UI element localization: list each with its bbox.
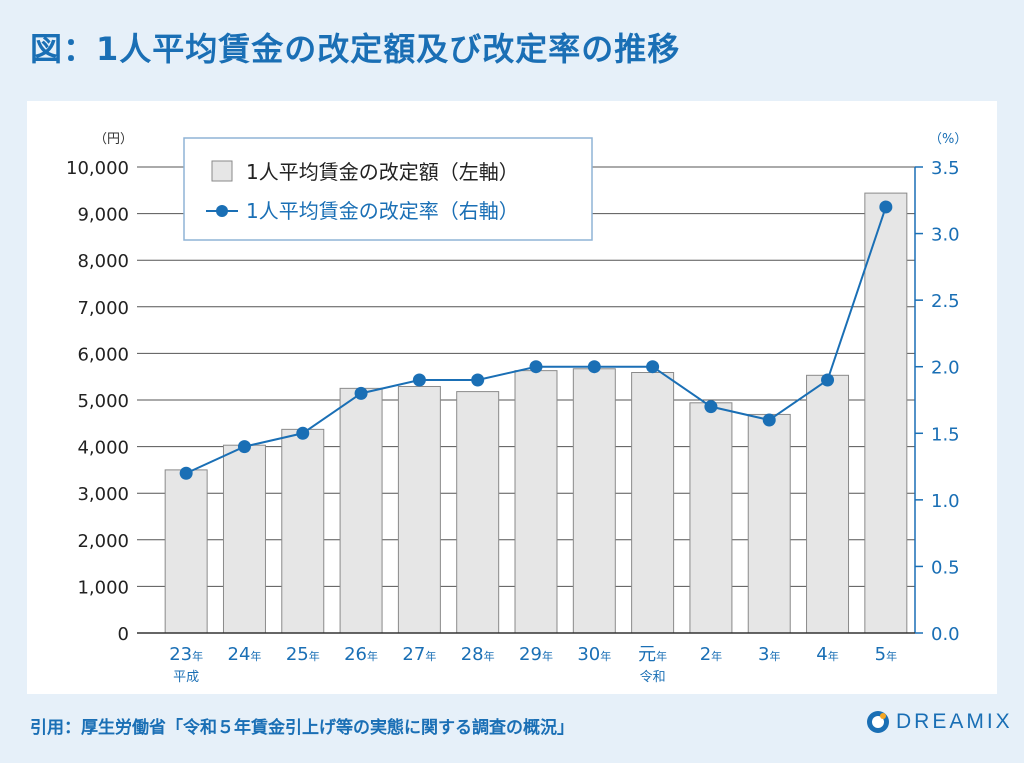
citation-note: 引用：厚生労働省「令和５年賃金引上げ等の実態に関する調査の概況」 — [30, 718, 574, 738]
rate-point — [646, 360, 660, 374]
x-axis-era-label: 令和 — [640, 670, 666, 685]
left-axis-tick-label: 6,000 — [77, 344, 129, 365]
brand-name: DREAMIX — [896, 710, 1013, 733]
rate-point — [587, 360, 601, 374]
right-axis-tick-label: 0.5 — [931, 557, 960, 578]
rate-point — [879, 200, 893, 214]
bar — [397, 385, 441, 634]
x-axis-tick-label: 26年 — [344, 644, 378, 665]
x-axis-era-label: 平成 — [173, 670, 199, 685]
right-axis-tick-label: 3.0 — [931, 225, 960, 246]
rate-point — [237, 440, 251, 454]
rate-point — [471, 373, 485, 387]
left-axis-tick-label: 7,000 — [77, 298, 129, 319]
x-axis-tick-label: 4年 — [816, 644, 838, 665]
right-axis-tick-label: 1.0 — [931, 491, 960, 512]
legend-box — [183, 137, 593, 241]
x-axis-tick-label: 30年 — [577, 644, 611, 665]
page-title: 図：1人平均賃金の改定額及び改定率の推移 — [30, 30, 681, 68]
x-axis-tick-label: 5年 — [875, 644, 897, 665]
chart-panel: 0 1,000 2,000 3,000 4,000 5,000 6,000 7,000 8,00… — [27, 101, 997, 694]
rate-point — [296, 426, 310, 440]
bar — [164, 469, 208, 634]
rate-point — [179, 466, 193, 480]
bar — [339, 387, 383, 634]
bar — [689, 402, 733, 634]
rate-point — [762, 413, 776, 427]
rate-point — [529, 360, 543, 374]
bar — [281, 428, 325, 634]
bar — [456, 391, 500, 634]
left-axis-tick-label: 4,000 — [77, 438, 129, 459]
x-axis-tick-label: 25年 — [286, 644, 320, 665]
x-axis-tick-label: 3年 — [758, 644, 780, 665]
right-axis-tick-label: 1.5 — [931, 424, 960, 445]
left-axis-unit: （円） — [94, 132, 133, 147]
brand-logo: DREAMIX — [866, 710, 1013, 734]
rate-point — [704, 400, 718, 414]
rate-point — [821, 373, 835, 387]
x-axis-tick-label: 29年 — [519, 644, 553, 665]
bar — [631, 372, 675, 634]
bar — [864, 192, 908, 634]
x-axis-tick-label: 28年 — [461, 644, 495, 665]
bar — [747, 413, 791, 634]
left-axis-tick-label: 0 — [118, 624, 129, 645]
left-axis-tick-label: 2,000 — [77, 531, 129, 552]
bar — [514, 370, 558, 634]
x-axis-tick-label: 27年 — [402, 644, 436, 665]
legend-bar-label: 1人平均賃金の改定額（左軸） — [246, 160, 519, 184]
x-axis-tick-label: 24年 — [228, 644, 262, 665]
x-axis-tick-label: 23年 — [169, 644, 203, 665]
left-axis-tick-label: 10,000 — [66, 158, 129, 179]
rate-point — [412, 373, 426, 387]
left-axis-tick-label: 1,000 — [77, 577, 129, 598]
right-axis-unit: （%） — [929, 132, 967, 147]
legend-line-marker — [216, 205, 228, 217]
bar — [572, 368, 616, 634]
legend-bar-swatch — [211, 160, 233, 182]
right-axis-tick-label: 2.5 — [931, 291, 960, 312]
left-axis-tick-label: 9,000 — [77, 205, 129, 226]
right-axis-tick-label: 2.0 — [931, 358, 960, 379]
bar — [806, 374, 850, 634]
combo-chart: 0 1,000 2,000 3,000 4,000 5,000 6,000 7,000 8,00… — [66, 132, 967, 685]
left-axis-tick-label: 3,000 — [77, 484, 129, 505]
right-axis-tick-label: 0.0 — [931, 624, 960, 645]
x-axis-tick-label: 元年 — [638, 644, 667, 665]
dreamix-logo-icon — [867, 711, 889, 733]
rate-point — [354, 386, 368, 400]
left-axis-tick-label: 5,000 — [77, 391, 129, 412]
left-axis-tick-label: 8,000 — [77, 251, 129, 272]
right-axis-tick-label: 3.5 — [931, 158, 960, 179]
legend-line-label: 1人平均賃金の改定率（右軸） — [246, 199, 519, 223]
x-axis-tick-label: 2年 — [700, 644, 722, 665]
bar — [222, 444, 266, 634]
